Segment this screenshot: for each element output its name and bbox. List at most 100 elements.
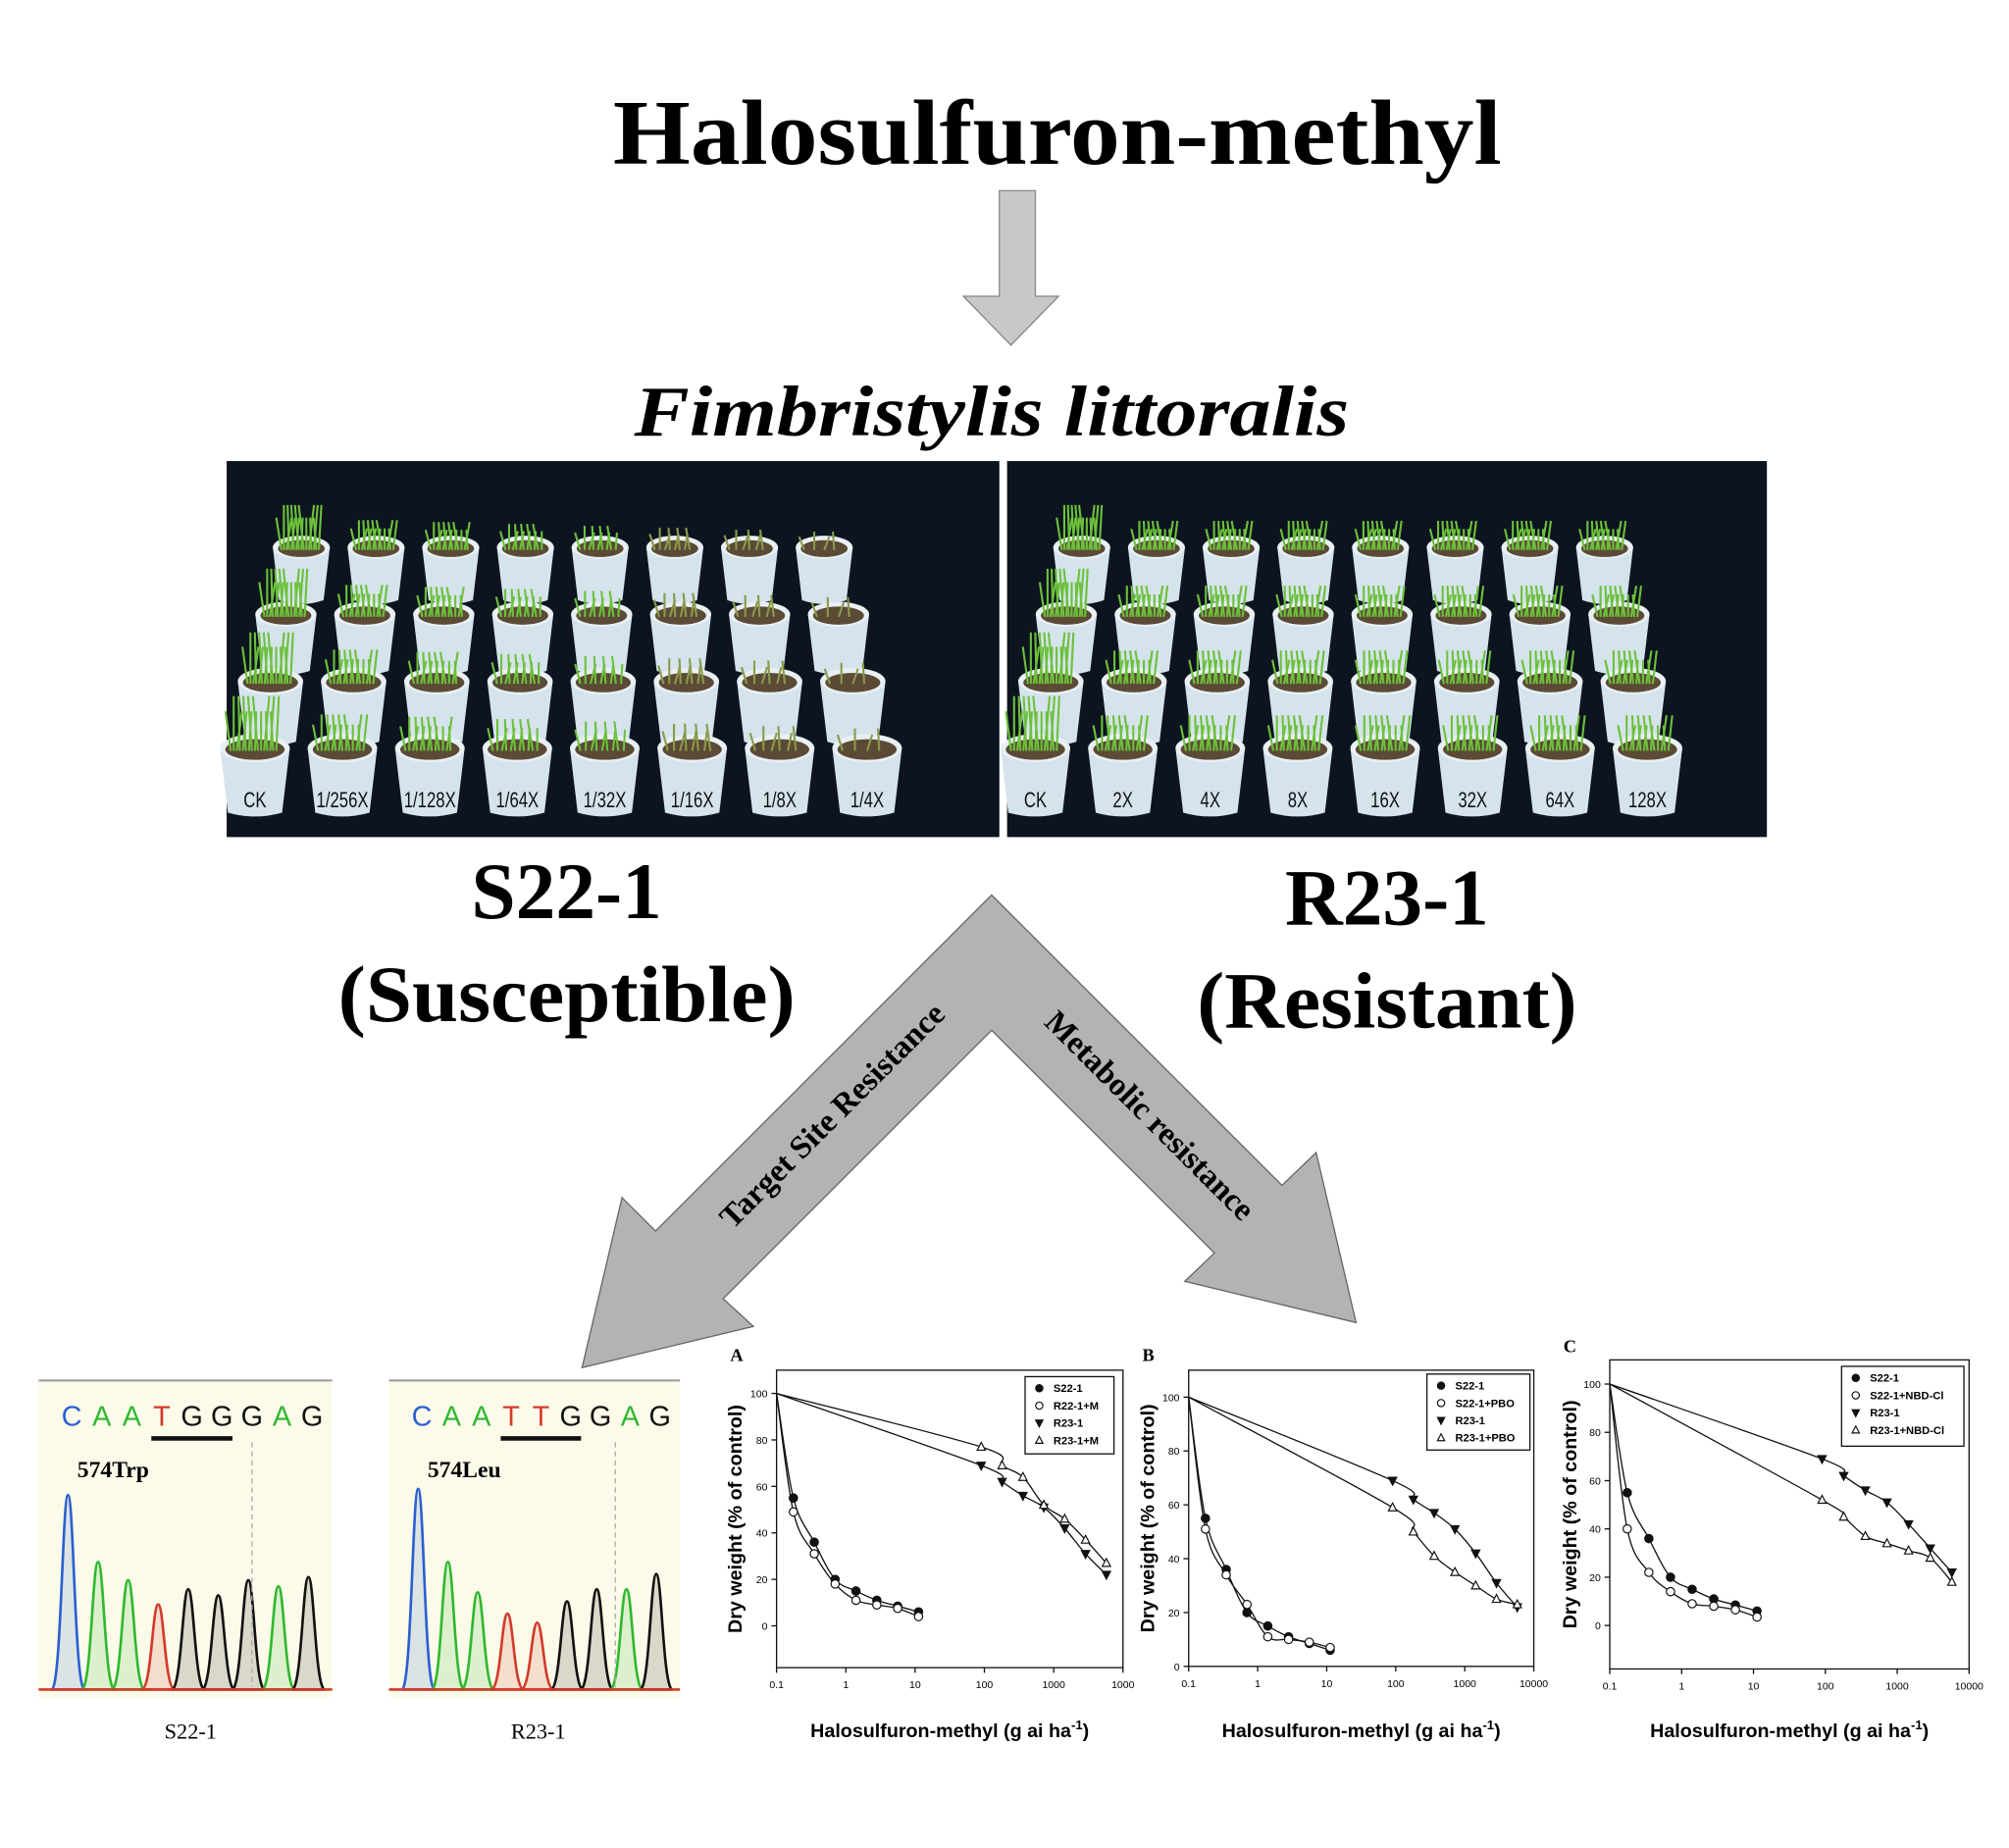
grass-blade	[765, 600, 772, 618]
grass-blade	[357, 724, 361, 751]
chromatogram-background	[388, 1380, 681, 1698]
trace-peak	[200, 1594, 236, 1691]
plant-pot	[1426, 520, 1484, 604]
legend-marker	[1851, 1373, 1861, 1383]
grass-blade	[275, 695, 281, 751]
grass-blade	[1158, 593, 1162, 617]
grass-blade	[1230, 520, 1238, 550]
plant-pot	[422, 522, 480, 604]
x-axis-label-superscript: -1	[1911, 1718, 1923, 1732]
grass-blade	[1616, 529, 1621, 550]
grass-blade	[1084, 568, 1089, 617]
legend-marker	[1436, 1416, 1446, 1426]
y-tick-label: 20	[1168, 1608, 1180, 1619]
legend-label: R23-1	[1455, 1415, 1484, 1427]
grass-blade	[523, 589, 530, 618]
grass-blade	[452, 522, 460, 550]
grass-blade	[274, 568, 280, 617]
grass-blade	[399, 726, 407, 751]
pot-body	[645, 547, 703, 604]
grass-blade	[1118, 650, 1122, 685]
pot-dose-label: 1/4X	[850, 789, 884, 813]
data-point-R23-1+NBD-Cl	[1946, 1575, 1957, 1586]
grass-blade	[601, 655, 607, 685]
data-point-R23-1	[997, 1477, 1007, 1488]
data-point-S22-1+PBO	[1283, 1634, 1294, 1645]
grass-blade	[241, 646, 249, 685]
grass-blade	[837, 602, 846, 618]
grass-blade	[269, 711, 275, 751]
grass-blade	[1373, 650, 1378, 685]
grass-blade	[1557, 585, 1564, 618]
grass-blade	[1651, 650, 1658, 685]
grass-blade	[1456, 715, 1461, 751]
plant-pot	[1114, 585, 1176, 675]
base-call-letter: A	[92, 1401, 112, 1432]
base-call-letter: G	[180, 1401, 202, 1432]
pot-body	[413, 614, 475, 675]
grass-blade	[1529, 725, 1537, 751]
data-point-S22-1+PBO	[1221, 1569, 1231, 1580]
data-point-R23-1+NBD-Cl	[1838, 1511, 1849, 1521]
base-call-letter: C	[412, 1401, 433, 1432]
legend-label: R23-1+M	[1054, 1435, 1099, 1447]
grass-blade	[1022, 695, 1028, 751]
grass-blade	[1630, 715, 1635, 751]
y-tick-label: 40	[756, 1528, 768, 1540]
grass-blade	[667, 527, 671, 550]
grass-blade	[1504, 529, 1512, 550]
data-point-R23-1+M	[1059, 1513, 1070, 1523]
grass-blade	[1579, 715, 1586, 751]
grass-blade	[298, 568, 305, 617]
grass-blade	[1151, 520, 1158, 550]
data-point-S22-1+PBO	[1325, 1642, 1335, 1653]
grass-blade	[1525, 586, 1529, 617]
grass-blade	[723, 535, 731, 550]
x-axis-label-main: Halosulfuron-methyl (g ai ha	[810, 1720, 1072, 1742]
trace-peak	[290, 1575, 327, 1691]
grass-blade	[591, 526, 595, 550]
data-point-S22-1+NBD-Cl	[1730, 1605, 1740, 1615]
grass-blade	[865, 734, 874, 751]
pot-body	[1524, 747, 1595, 817]
grass-blade	[391, 520, 398, 550]
grass-blade	[1631, 593, 1635, 617]
grass-blade	[1038, 632, 1044, 685]
trace-peak	[231, 1578, 267, 1691]
grass-blade	[1437, 659, 1446, 685]
grass-blade	[422, 651, 426, 685]
grass-blade	[303, 568, 309, 617]
grass-blade	[1243, 529, 1247, 550]
y-tick-label: 60	[756, 1481, 768, 1493]
data-point-R23-1	[1860, 1486, 1871, 1497]
chromatogram-caption: S22-1	[165, 1719, 217, 1743]
grass-blade	[430, 587, 434, 617]
pot-body	[1509, 614, 1571, 675]
grass-blade	[823, 668, 832, 685]
grass-blade	[282, 568, 290, 618]
y-tick-label: 100	[1583, 1379, 1601, 1391]
grass-blade	[851, 668, 859, 685]
grass-blade	[1226, 520, 1233, 550]
grass-blade	[1138, 725, 1142, 751]
x-axis-label-end: )	[1494, 1720, 1501, 1742]
pot-dose-label: 32X	[1458, 789, 1487, 813]
grass-blade	[297, 504, 305, 550]
grass-blade	[494, 596, 503, 618]
panel-label: C	[1564, 1337, 1576, 1357]
y-tick-label: 0	[1595, 1620, 1601, 1632]
grass-blade	[343, 649, 348, 685]
data-point-R23-1	[1101, 1570, 1112, 1581]
plant-pot	[220, 695, 290, 817]
pot-body	[1430, 614, 1492, 675]
pot-dose-label: 16X	[1370, 789, 1400, 813]
legend: S22-1 S22-1+PBO R23-1 R23-1+PBO	[1425, 1373, 1531, 1451]
plant-pot	[1272, 585, 1334, 675]
plant-pot	[653, 658, 720, 746]
data-point-R23-1	[1817, 1455, 1828, 1465]
y-tick-label: 40	[1589, 1524, 1601, 1536]
plant-pot	[1588, 585, 1650, 675]
grass-blade	[511, 719, 517, 751]
x-tick-label: 1000	[1111, 1679, 1135, 1691]
base-call-letter: A	[472, 1401, 491, 1432]
